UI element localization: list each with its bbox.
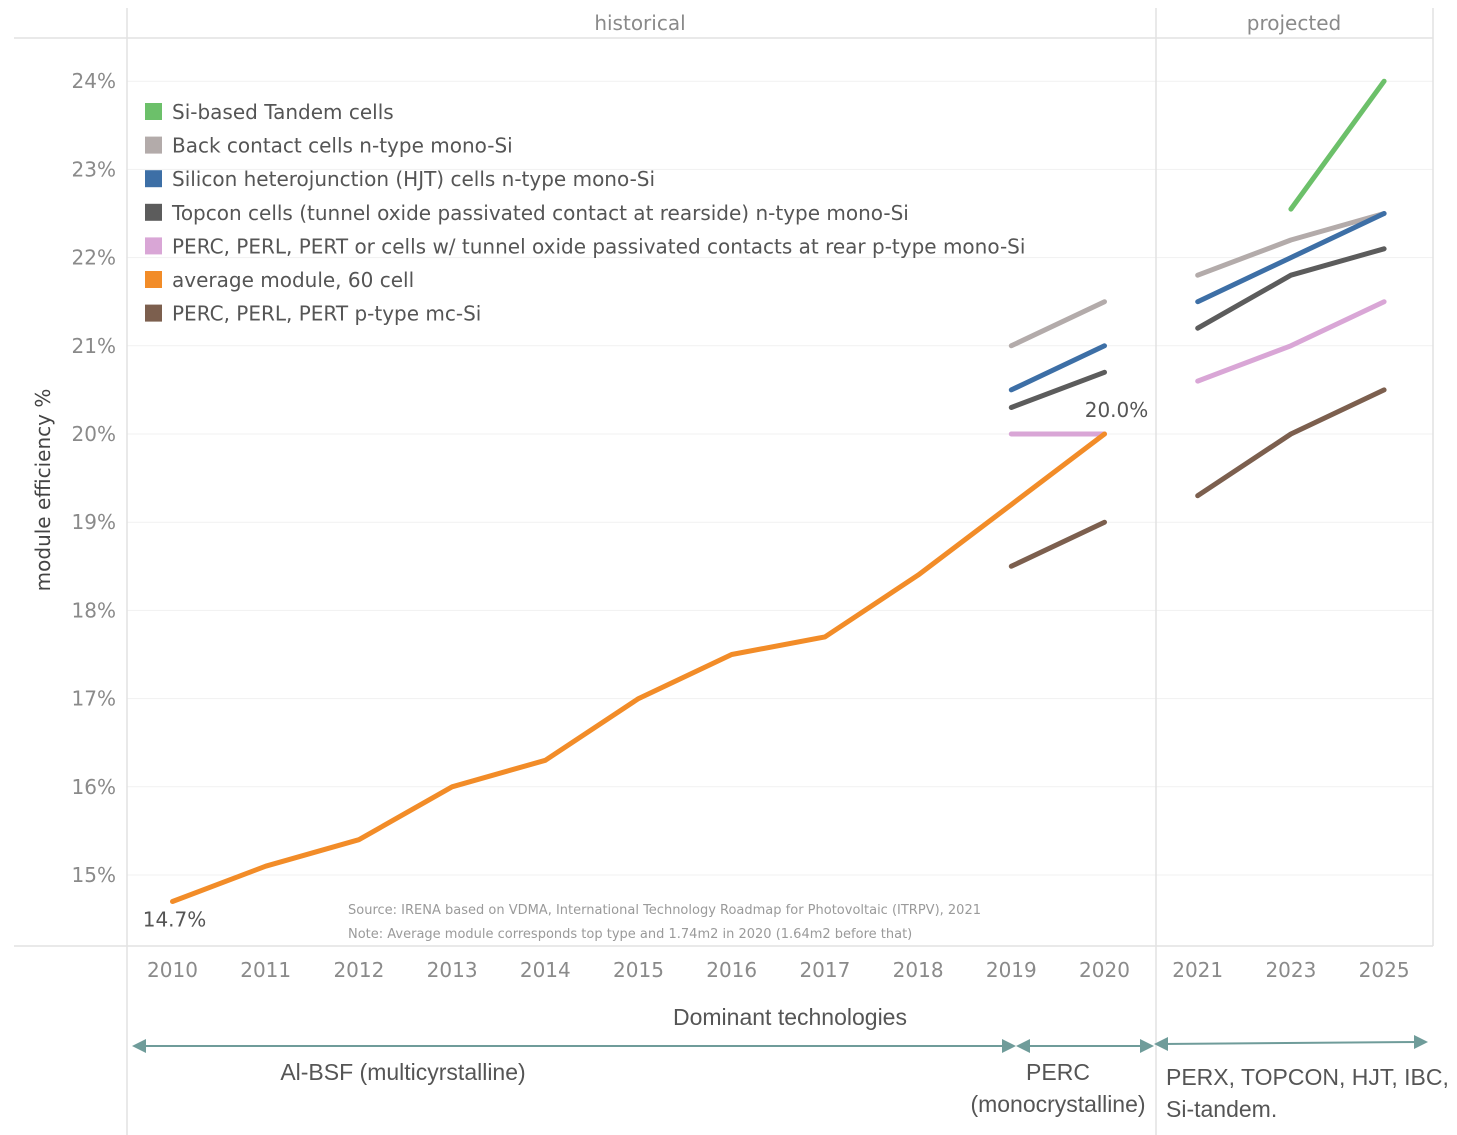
x-tick-label: 2013	[427, 958, 478, 982]
era-arrow-head-left	[1154, 1037, 1168, 1051]
y-tick-label: 19%	[72, 510, 116, 534]
era-arrow-head-left	[132, 1039, 146, 1053]
x-tick-label: 2015	[613, 958, 664, 982]
grid-layer	[127, 80, 1433, 876]
legend: Si-based Tandem cells Back contact cells …	[145, 100, 1025, 326]
x-tick-label: 2023	[1265, 958, 1316, 982]
x-tick-label: 2010	[147, 958, 198, 982]
series-line	[1195, 211, 1387, 305]
legend-swatch	[145, 103, 162, 120]
legend-entry: Si-based Tandem cells	[172, 100, 394, 124]
legend-swatch	[145, 237, 162, 255]
era-arrow-head-left	[1016, 1039, 1030, 1053]
x-tick-label: 2014	[520, 958, 571, 982]
legend-swatch	[145, 271, 162, 288]
x-tick-label: 2017	[799, 958, 850, 982]
source-note: Source: IRENA based on VDMA, Internation…	[348, 903, 981, 918]
series-line	[1288, 78, 1387, 212]
dominant-technologies: Dominant technologies Al-BSF (multicyrsta…	[132, 1004, 1449, 1122]
x-tick-label: 2012	[333, 958, 384, 982]
y-axis-title: module efficiency %	[31, 389, 55, 592]
y-tick-label: 17%	[72, 687, 116, 711]
x-axis: 2010 2011 2012 2013 2014 2015 2016 2017 2018 2019…	[147, 958, 1410, 982]
era-arrow-head-right	[1414, 1035, 1428, 1049]
x-tick-label: 2019	[986, 958, 1037, 982]
era-label: PERC	[1026, 1059, 1090, 1085]
era-label: Al-BSF (multicyrstalline)	[280, 1059, 525, 1085]
chart-frame	[14, 8, 1434, 1135]
x-tick-label: 2011	[240, 958, 291, 982]
series-line	[1195, 246, 1387, 331]
y-tick-label: 24%	[72, 69, 116, 93]
x-tick-label: 2018	[893, 958, 944, 982]
x-tick-label: 2020	[1079, 958, 1130, 982]
series-line	[1195, 387, 1387, 499]
x-tick-label: 2016	[706, 958, 757, 982]
series-line	[1008, 369, 1107, 410]
x-tick-label: 2021	[1172, 958, 1223, 982]
y-tick-label: 16%	[72, 775, 116, 799]
era-arrow-line	[1161, 1041, 1421, 1045]
legend-swatch	[145, 136, 162, 154]
legend-entry: Topcon cells (tunnel oxide passivated co…	[171, 201, 909, 225]
legend-entry: PERC, PERL, PERT or cells w/ tunnel oxid…	[172, 234, 1025, 258]
y-tick-label: 21%	[72, 334, 116, 358]
series-layer	[170, 78, 1387, 904]
y-tick-label: 23%	[72, 157, 116, 181]
panel-label-projected: projected	[1247, 11, 1341, 35]
legend-swatch	[145, 170, 162, 188]
y-tick-label: 20%	[72, 422, 116, 446]
series-line	[1008, 299, 1107, 349]
annotations-layer: 14.7% 20.0%	[143, 398, 1149, 931]
legend-entry: Silicon heterojunction (HJT) cells n-typ…	[172, 167, 655, 191]
panel-headers: historical projected	[594, 11, 1341, 35]
data-label: 20.0%	[1085, 398, 1149, 422]
x-tick-label: 2025	[1359, 958, 1410, 982]
series-line	[1195, 211, 1387, 278]
era-label: PERX, TOPCON, HJT, IBC,	[1166, 1064, 1449, 1090]
average-note: Note: Average module corresponds top typ…	[348, 927, 912, 942]
technologies-title: Dominant technologies	[673, 1004, 907, 1030]
series-line	[1008, 343, 1107, 393]
y-tick-label: 18%	[72, 598, 116, 622]
series-line	[1008, 519, 1107, 569]
y-tick-label: 22%	[72, 246, 116, 270]
era-arrow-head-right	[1140, 1039, 1154, 1053]
legend-entry: Back contact cells n-type mono-Si	[172, 134, 513, 158]
y-axis: 15% 16% 17% 18% 19% 20% 21% 22% 23% 24%	[72, 69, 116, 887]
series-line	[1195, 299, 1387, 384]
series-line	[170, 431, 1107, 904]
era-label: (monocrystalline)	[970, 1091, 1145, 1117]
legend-entry: average module, 60 cell	[172, 268, 414, 292]
era-label: Si-tandem.	[1166, 1096, 1277, 1122]
legend-swatch	[145, 304, 162, 322]
y-tick-label: 15%	[72, 863, 116, 887]
era-arrow-head-right	[1002, 1039, 1016, 1053]
panel-label-historical: historical	[594, 11, 685, 35]
legend-swatch	[145, 203, 162, 221]
data-label: 14.7%	[143, 907, 207, 931]
legend-entry: PERC, PERL, PERT p-type mc-Si	[172, 302, 481, 326]
